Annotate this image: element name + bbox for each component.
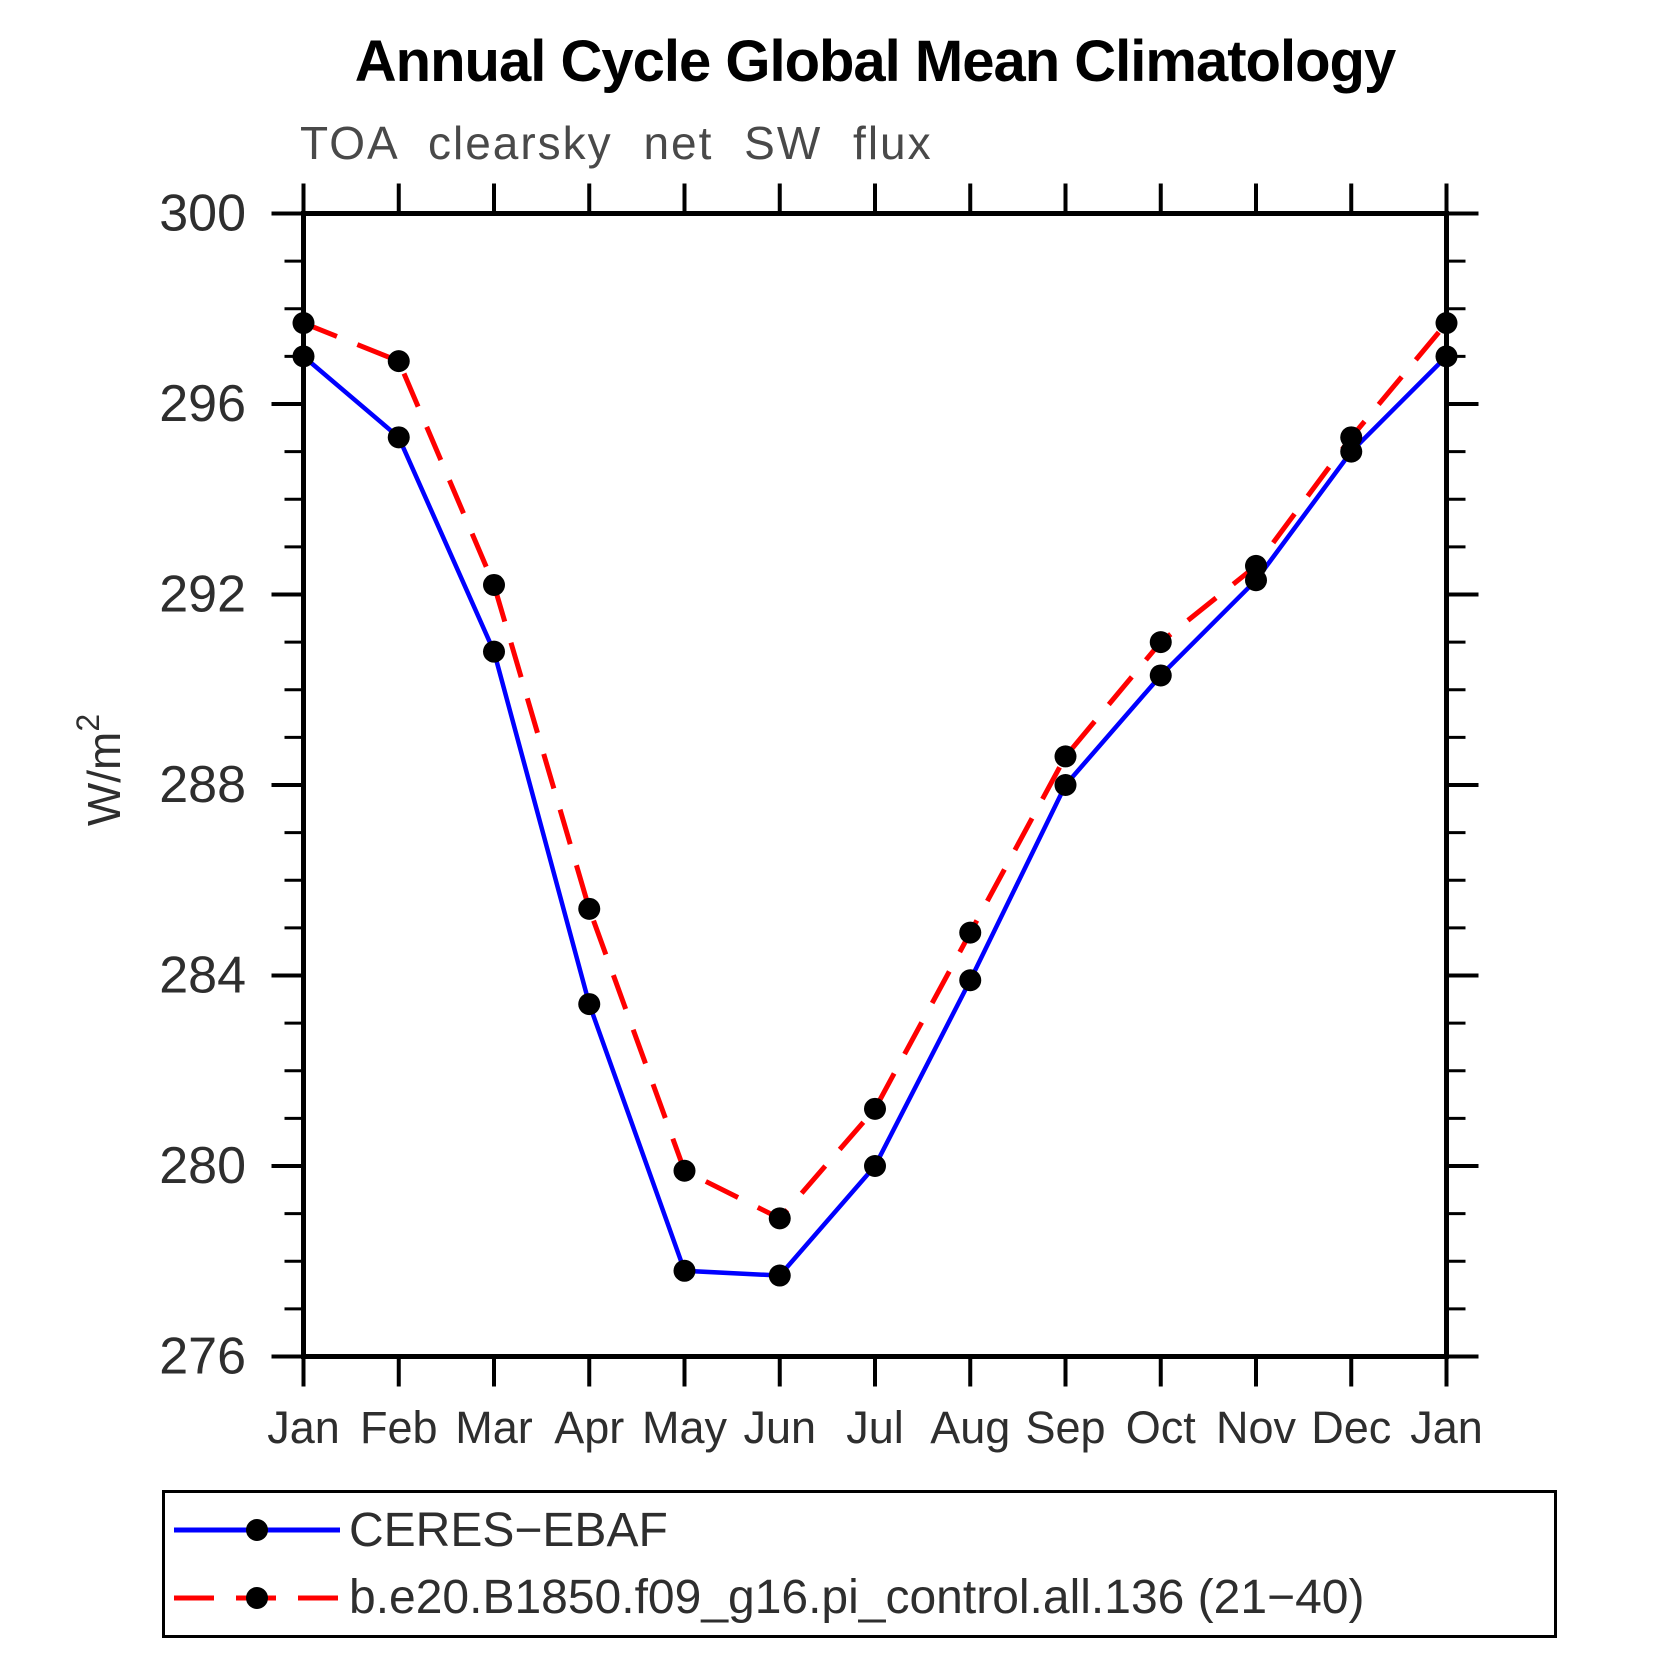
y-tick-label: 296 xyxy=(159,375,246,433)
y-tick-label: 288 xyxy=(159,756,246,814)
data-point xyxy=(673,1159,696,1182)
data-point xyxy=(578,897,601,920)
x-tick-label: Jun xyxy=(743,1402,816,1453)
data-point xyxy=(292,345,315,368)
data-point xyxy=(768,1207,791,1230)
x-tick-label: Aug xyxy=(930,1402,1010,1453)
y-tick-label: 292 xyxy=(159,566,246,624)
x-tick-label: Jul xyxy=(846,1402,904,1453)
legend-marker-dot-icon xyxy=(246,1586,268,1609)
data-markers xyxy=(292,312,1458,1287)
axis-frame xyxy=(301,211,1449,1359)
x-tick-label: Oct xyxy=(1126,1402,1197,1453)
x-tick-label: Dec xyxy=(1311,1402,1391,1453)
x-tick-label: Feb xyxy=(360,1402,438,1453)
x-tick-label: Jan xyxy=(267,1402,340,1453)
x-tick-label: May xyxy=(642,1402,728,1453)
data-point xyxy=(483,573,505,596)
data-point xyxy=(578,993,601,1016)
data-point xyxy=(1054,774,1077,796)
x-tick-label: Jan xyxy=(1410,1402,1483,1453)
data-point xyxy=(959,921,982,944)
data-point xyxy=(864,1155,886,1177)
y-axis-label: W/m2 xyxy=(70,714,130,826)
y-axis-tick-labels: 276 280 284 288 292 296 300 xyxy=(159,185,246,1386)
data-point xyxy=(1054,745,1077,768)
chart-subtitle: TOA clearsky net SW flux xyxy=(300,117,933,169)
y-tick-label: 280 xyxy=(159,1137,246,1195)
data-point xyxy=(768,1264,791,1287)
legend-box: CERES−EBAF b.e20.B1850.f09_g16.pi_contro… xyxy=(162,1490,1557,1638)
axis-ticks xyxy=(271,183,1479,1387)
x-tick-label: Sep xyxy=(1025,1402,1105,1453)
series-line-0 xyxy=(302,354,1449,1278)
chart-title: Annual Cycle Global Mean Climatology xyxy=(354,29,1396,94)
legend-dashed-line-sample xyxy=(174,1586,340,1609)
y-tick-label: 300 xyxy=(159,185,246,243)
legend-solid-line-sample xyxy=(174,1519,340,1542)
series-line-1 xyxy=(302,320,1449,1222)
legend-marker-dot-icon xyxy=(246,1519,268,1542)
data-point xyxy=(864,1097,886,1120)
legend-label-model: b.e20.B1850.f09_g16.pi_control.all.136 (… xyxy=(349,1571,1365,1625)
x-tick-label: Mar xyxy=(455,1402,533,1453)
data-point xyxy=(387,350,410,373)
x-axis-tick-labels: Jan Feb Mar Apr May Jun Jul Aug Sep Oct Nov Dec Jan xyxy=(267,1402,1483,1453)
y-axis-unit-label: W/m2 xyxy=(70,714,130,826)
plot-frame xyxy=(301,211,1449,1359)
data-point xyxy=(673,1259,696,1282)
data-point xyxy=(1435,312,1458,335)
data-point xyxy=(1340,426,1363,449)
data-point xyxy=(1435,345,1458,368)
data-point xyxy=(387,426,410,449)
data-point xyxy=(959,969,982,992)
data-series xyxy=(302,320,1449,1278)
legend-item-model: b.e20.B1850.f09_g16.pi_control.all.136 (… xyxy=(171,1568,1554,1628)
y-tick-label: 276 xyxy=(159,1328,246,1386)
data-point xyxy=(483,640,505,663)
data-point xyxy=(1149,631,1172,654)
x-tick-label: Apr xyxy=(554,1402,624,1453)
x-tick-label: Nov xyxy=(1216,1402,1297,1453)
data-point xyxy=(292,312,315,335)
data-point xyxy=(1245,554,1267,577)
data-point xyxy=(1149,664,1172,687)
y-tick-label: 284 xyxy=(159,947,246,1005)
legend-label-obs: CERES−EBAF xyxy=(349,1503,668,1557)
legend-item-obs: CERES−EBAF xyxy=(171,1500,1554,1560)
